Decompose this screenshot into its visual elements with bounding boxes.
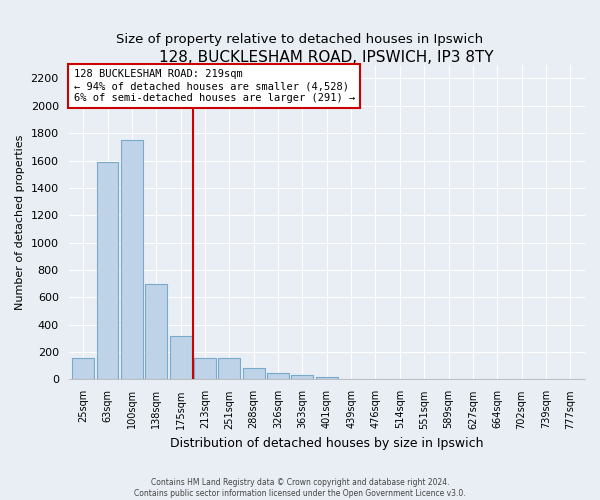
Bar <box>267 372 289 380</box>
Bar <box>145 284 167 380</box>
Text: 128 BUCKLESHAM ROAD: 219sqm
← 94% of detached houses are smaller (4,528)
6% of s: 128 BUCKLESHAM ROAD: 219sqm ← 94% of det… <box>74 70 355 102</box>
Bar <box>218 358 240 380</box>
Title: 128, BUCKLESHAM ROAD, IPSWICH, IP3 8TY: 128, BUCKLESHAM ROAD, IPSWICH, IP3 8TY <box>160 50 494 65</box>
Bar <box>121 140 143 380</box>
X-axis label: Distribution of detached houses by size in Ipswich: Distribution of detached houses by size … <box>170 437 484 450</box>
Text: Size of property relative to detached houses in Ipswich: Size of property relative to detached ho… <box>116 32 484 46</box>
Bar <box>72 358 94 380</box>
Y-axis label: Number of detached properties: Number of detached properties <box>15 134 25 310</box>
Bar <box>170 336 191 380</box>
Text: Contains HM Land Registry data © Crown copyright and database right 2024.
Contai: Contains HM Land Registry data © Crown c… <box>134 478 466 498</box>
Bar <box>97 162 118 380</box>
Bar <box>316 378 338 380</box>
Bar <box>292 376 313 380</box>
Bar <box>194 358 216 380</box>
Bar <box>243 368 265 380</box>
